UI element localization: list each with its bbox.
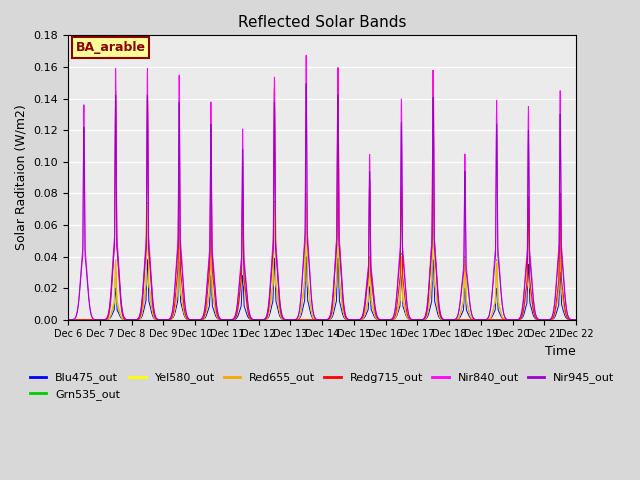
- Yel580_out: [440, 317, 447, 323]
- Y-axis label: Solar Raditaion (W/m2): Solar Raditaion (W/m2): [15, 105, 28, 251]
- Blu475_out: [152, 316, 159, 322]
- Nir840_out: [454, 310, 462, 315]
- Line: Redg715_out: Redg715_out: [68, 68, 576, 320]
- Yel580_out: [302, 191, 310, 196]
- Blu475_out: [302, 254, 310, 260]
- Line: Grn535_out: Grn535_out: [68, 193, 576, 320]
- Nir840_out: [393, 291, 401, 297]
- Legend: Blu475_out, Grn535_out, Yel580_out, Red655_out, Redg715_out, Nir840_out, Nir945_: Blu475_out, Grn535_out, Yel580_out, Red6…: [25, 368, 619, 404]
- Line: Nir945_out: Nir945_out: [68, 84, 576, 320]
- Red655_out: [572, 317, 580, 323]
- Nir945_out: [572, 317, 580, 323]
- Redg715_out: [572, 317, 580, 323]
- Nir945_out: [152, 314, 159, 320]
- Text: BA_arable: BA_arable: [76, 41, 146, 54]
- Yel580_out: [393, 311, 401, 317]
- Blu475_out: [462, 299, 470, 305]
- Yel580_out: [64, 317, 72, 323]
- Red655_out: [152, 316, 159, 322]
- Nir840_out: [152, 313, 159, 319]
- Line: Blu475_out: Blu475_out: [68, 257, 576, 320]
- Nir840_out: [462, 261, 470, 267]
- Yel580_out: [454, 315, 462, 321]
- Red655_out: [440, 317, 447, 323]
- Nir945_out: [454, 311, 462, 316]
- Yel580_out: [572, 317, 580, 323]
- Blu475_out: [572, 317, 580, 323]
- Red655_out: [403, 313, 411, 319]
- X-axis label: Time: Time: [545, 345, 576, 358]
- Grn535_out: [393, 311, 401, 317]
- Nir840_out: [440, 316, 447, 322]
- Nir840_out: [64, 317, 72, 323]
- Redg715_out: [440, 317, 447, 323]
- Grn535_out: [462, 285, 470, 290]
- Red655_out: [393, 311, 401, 317]
- Yel580_out: [403, 313, 411, 319]
- Nir945_out: [302, 81, 310, 86]
- Nir840_out: [403, 300, 411, 305]
- Blu475_out: [64, 317, 72, 323]
- Yel580_out: [152, 316, 159, 322]
- Grn535_out: [454, 315, 462, 321]
- Red655_out: [302, 191, 310, 196]
- Grn535_out: [440, 317, 447, 323]
- Line: Yel580_out: Yel580_out: [68, 193, 576, 320]
- Grn535_out: [429, 191, 437, 196]
- Grn535_out: [403, 313, 411, 319]
- Title: Reflected Solar Bands: Reflected Solar Bands: [238, 15, 406, 30]
- Blu475_out: [440, 317, 447, 323]
- Nir840_out: [572, 317, 580, 323]
- Blu475_out: [454, 316, 462, 322]
- Blu475_out: [403, 314, 411, 320]
- Nir945_out: [462, 267, 470, 273]
- Nir945_out: [64, 317, 72, 323]
- Redg715_out: [462, 317, 470, 323]
- Redg715_out: [334, 65, 342, 71]
- Blu475_out: [393, 313, 401, 319]
- Nir945_out: [403, 301, 411, 307]
- Redg715_out: [403, 310, 411, 315]
- Redg715_out: [393, 304, 401, 310]
- Grn535_out: [64, 317, 72, 323]
- Grn535_out: [152, 316, 159, 322]
- Line: Nir840_out: Nir840_out: [68, 55, 576, 320]
- Red655_out: [454, 315, 462, 321]
- Nir840_out: [302, 52, 310, 58]
- Line: Red655_out: Red655_out: [68, 193, 576, 320]
- Yel580_out: [462, 285, 470, 291]
- Redg715_out: [152, 315, 159, 321]
- Redg715_out: [454, 317, 462, 323]
- Nir945_out: [440, 316, 447, 322]
- Red655_out: [64, 317, 72, 323]
- Nir945_out: [393, 293, 401, 299]
- Red655_out: [462, 286, 470, 292]
- Grn535_out: [572, 317, 580, 323]
- Redg715_out: [64, 317, 72, 323]
